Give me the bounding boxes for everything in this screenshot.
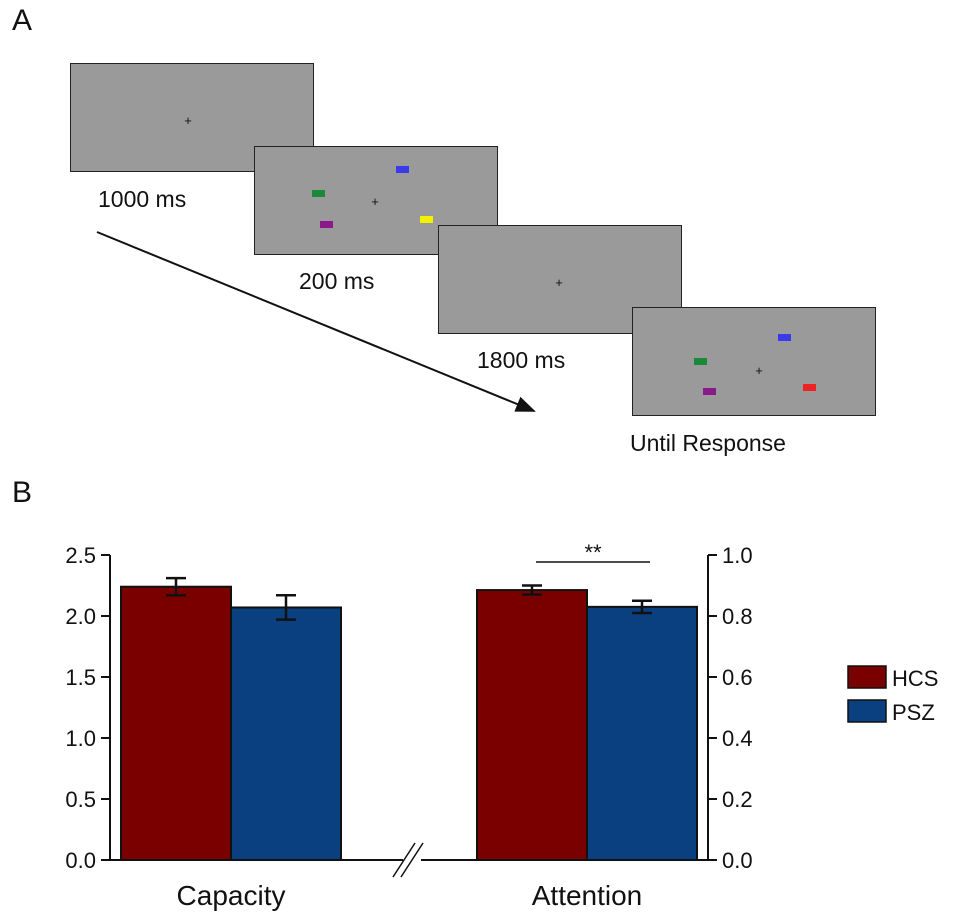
bar-psz-attention (586, 605, 698, 861)
left-axis-tick-label: 0.5 (65, 787, 96, 812)
fixation-cross: + (755, 363, 763, 378)
right-axis-tick-label: 0.0 (722, 848, 753, 873)
stimulus-square (320, 221, 333, 228)
left-axis-tick-label: 2.0 (65, 604, 96, 629)
duration-label: 1800 ms (477, 347, 566, 373)
fixation-cross: + (371, 194, 379, 209)
legend-label-hcs: HCS (892, 666, 938, 691)
axis-break-mark (392, 842, 416, 878)
stimulus-square (420, 216, 433, 223)
bar-psz-capacity (230, 606, 342, 862)
time-arrow (96, 231, 536, 412)
panel-b-label: B (12, 476, 33, 509)
legend-label-psz: PSZ (892, 700, 935, 725)
screen-test: + (632, 307, 876, 416)
stimulus-square (703, 388, 716, 395)
left-axis-tick-label: 2.5 (65, 543, 96, 568)
left-axis-tick-label: 1.5 (65, 665, 96, 690)
panel-a-label: A (12, 4, 33, 37)
significance-stars: ** (584, 540, 602, 565)
axis-break-mark (400, 842, 424, 878)
right-axis-tick-label: 0.6 (722, 665, 753, 690)
right-axis-tick-label: 0.8 (722, 604, 753, 629)
stimulus-square (803, 384, 816, 391)
category-label: Capacity (177, 880, 286, 911)
stimulus-square (312, 190, 325, 197)
bar-hcs-capacity (120, 585, 232, 861)
legend-swatch-hcs (847, 665, 887, 689)
fixation-cross: + (555, 275, 563, 290)
duration-label: 1000 ms (98, 186, 187, 212)
stimulus-square (694, 358, 707, 365)
stimulus-square (396, 166, 409, 173)
right-axis-tick-label: 0.4 (722, 726, 753, 751)
right-axis-tick-label: 1.0 (722, 543, 753, 568)
left-axis-tick-label: 0.0 (65, 848, 96, 873)
fixation-cross: + (184, 113, 192, 128)
duration-label: Until Response (630, 430, 786, 456)
duration-label: 200 ms (299, 268, 375, 294)
legend-swatch-psz (847, 699, 887, 723)
bar-hcs-attention (476, 589, 588, 861)
left-axis-tick-label: 1.0 (65, 726, 96, 751)
stimulus-square (778, 334, 791, 341)
category-label: Attention (532, 880, 643, 911)
right-axis-tick-label: 0.2 (722, 787, 753, 812)
